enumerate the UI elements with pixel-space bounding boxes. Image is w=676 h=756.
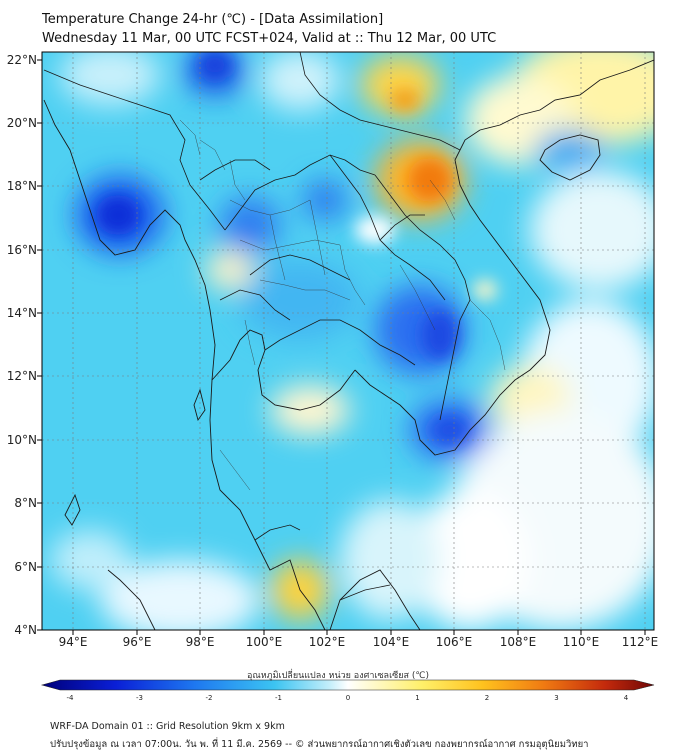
country-borders (43, 52, 471, 601)
lon-label: 106°E (436, 635, 473, 649)
temperature-field (42, 52, 654, 630)
map-subtitle: Wednesday 11 Mar, 00 UTC FCST+024, Valid… (42, 31, 497, 46)
lon-label: 108°E (500, 635, 537, 649)
latitude-labels: 22°N 20°N 18°N 16°N 14°N 12°N 10°N 8°N 6… (7, 53, 37, 637)
lat-label: 20°N (7, 116, 37, 130)
lon-label: 112°E (622, 635, 659, 649)
lat-label: 6°N (14, 560, 37, 574)
lat-label: 22°N (7, 53, 37, 67)
lat-label: 8°N (14, 496, 37, 510)
colorbar: -4 -3 -2 -1 0 1 2 3 4 (40, 679, 655, 702)
model-info: WRF-DA Domain 01 :: Grid Resolution 9km … (50, 721, 285, 732)
latitude-tick-marks (37, 59, 42, 631)
longitude-tick-marks (72, 630, 646, 635)
lon-label: 100°E (246, 635, 283, 649)
colorbar-tick-label: -1 (275, 694, 282, 702)
lon-label: 104°E (373, 635, 410, 649)
longitude-labels: 94°E 96°E 98°E 100°E 102°E 104°E 106°E 1… (59, 635, 659, 649)
lon-label: 96°E (123, 635, 152, 649)
province-borders (179, 119, 506, 491)
colorbar-ticks: -4 -3 -2 -1 0 1 2 3 4 (67, 694, 629, 702)
lat-label: 18°N (7, 179, 37, 193)
coastlines (43, 59, 654, 630)
lat-label: 12°N (7, 369, 37, 383)
colorbar-ramp (40, 679, 655, 691)
lat-label: 14°N (7, 306, 37, 320)
lon-label: 94°E (59, 635, 88, 649)
lat-label: 10°N (7, 433, 37, 447)
colorbar-tick-label: -4 (67, 694, 75, 702)
colorbar-tick-label: 0 (346, 694, 350, 702)
lon-label: 110°E (563, 635, 600, 649)
colorbar-tick-label: -2 (206, 694, 213, 702)
map-title: Temperature Change 24-hr (℃) - [Data Ass… (42, 12, 384, 27)
lat-label: 4°N (14, 623, 37, 637)
lon-label: 102°E (309, 635, 346, 649)
map-frame (41, 51, 655, 631)
colorbar-label: อุณหภูมิเปลี่ยนแปลง หน่วย องศาเซลเซียส (… (246, 671, 430, 681)
lon-label: 98°E (186, 635, 215, 649)
lat-label: 16°N (7, 243, 37, 257)
colorbar-tick-label: 3 (554, 694, 558, 702)
colorbar-tick-label: 1 (415, 694, 419, 702)
colorbar-tick-label: 4 (624, 694, 629, 702)
credit-line: ปรับปรุงข้อมูล ณ เวลา 07:00น. วัน พ. ที่… (50, 739, 589, 750)
colorbar-tick-label: -3 (136, 694, 143, 702)
colorbar-tick-label: 2 (485, 694, 489, 702)
